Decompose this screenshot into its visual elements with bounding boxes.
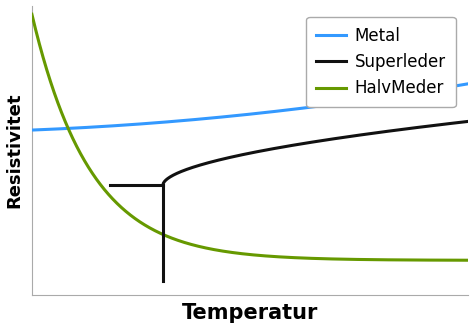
Legend: Metal, Superleder, HalvMeder: Metal, Superleder, HalvMeder [306,17,456,108]
X-axis label: Temperatur: Temperatur [182,303,319,323]
Y-axis label: Resistivitet: Resistivitet [6,92,24,208]
